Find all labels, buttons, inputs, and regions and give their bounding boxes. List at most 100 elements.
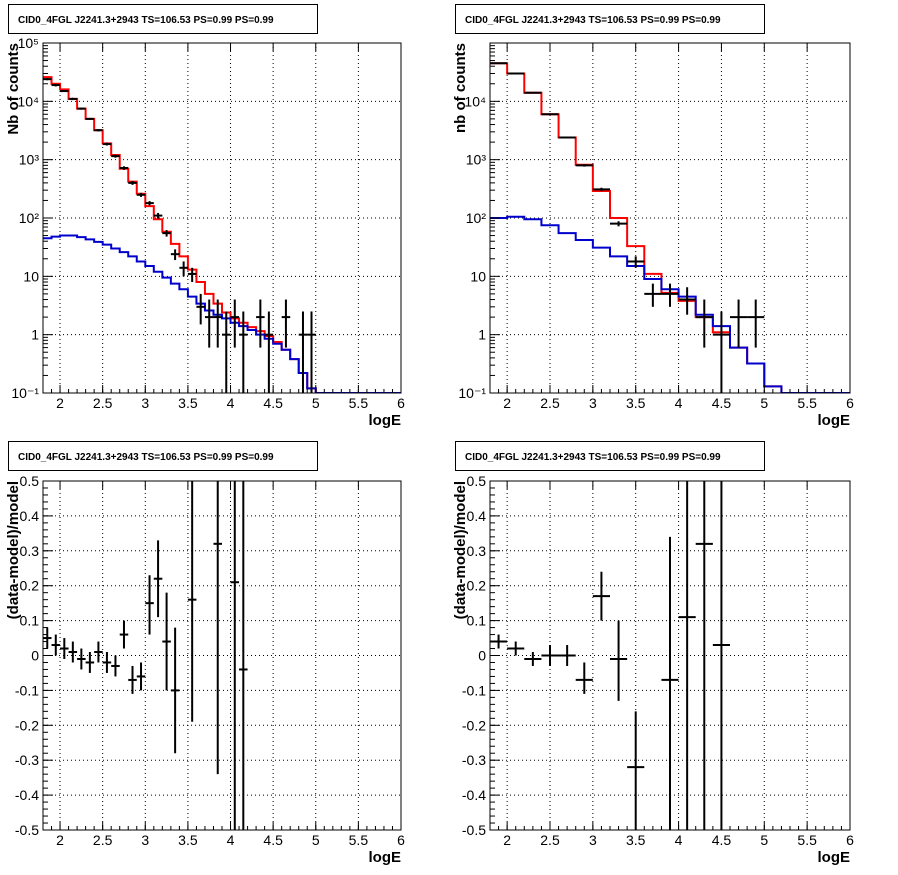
counts-panel-left: 2 2.5 3 3.5 4 4.5 5 5.5 6 10⁻¹ 1 10 10² 10³ 10⁴ 10⁵ logE… — [5, 35, 405, 429]
data-point — [610, 221, 628, 227]
data-point — [558, 645, 576, 666]
data-point — [524, 91, 542, 94]
x-tick-label: 4 — [227, 395, 235, 411]
data-point — [187, 267, 197, 282]
data-point — [541, 645, 559, 666]
y-tick-label: 0.5 — [467, 473, 487, 489]
y-tick-label: 0.1 — [467, 613, 487, 629]
x-tick-label: 4.5 — [263, 832, 283, 848]
title-box-top-left: CID0_4FGL J2241.3+2943 TS=106.53 PS=0.99… — [8, 4, 318, 34]
y-tick-label: 0.2 — [467, 578, 487, 594]
residual-panel-right: 2 2.5 3 3.5 4 4.5 5 5.5 6 -0.5 -0.4 -0.3 -0.2 -0.1 0 0.… — [452, 473, 854, 866]
x-axis-title: logE — [369, 412, 402, 429]
y-tick-label: 10² — [19, 210, 40, 226]
data-point — [678, 287, 696, 315]
data-point — [695, 299, 713, 348]
x-tick-label: 5.5 — [349, 395, 369, 411]
x-tick-label: 6 — [397, 832, 405, 848]
x-axis-title: logE — [818, 849, 851, 866]
y-tick-label: 10 — [23, 268, 39, 284]
data-point — [162, 592, 171, 691]
y-tick-label: -0.3 — [462, 752, 486, 768]
y-tick-label: 10 — [470, 268, 486, 284]
data-point — [644, 283, 662, 307]
y-tick-label: 1 — [31, 327, 39, 343]
background-model-curve — [43, 234, 401, 393]
data-point — [204, 299, 214, 348]
data-point — [43, 78, 52, 81]
data-point — [490, 62, 508, 65]
x-axis-title: logE — [369, 849, 402, 866]
y-tick-label: 0.3 — [467, 543, 487, 559]
y-tick-label: -0.5 — [15, 822, 39, 838]
data-point — [222, 311, 231, 393]
x-tick-label: 2 — [56, 395, 64, 411]
x-tick-label: 3 — [589, 395, 597, 411]
y-tick-label: 1 — [478, 327, 486, 343]
x-tick-label: 2.5 — [540, 395, 560, 411]
data-point — [661, 536, 679, 830]
y-tick-label: 10⁵ — [18, 35, 39, 51]
x-tick-label: 3.5 — [178, 832, 198, 848]
data-point — [264, 311, 274, 393]
data-point — [558, 136, 576, 139]
title-box-bottom-right: CID0_4FGL J2241.3+2943 TS=106.53 PS=0.99… — [455, 441, 765, 471]
data-point — [524, 652, 542, 666]
data-point — [94, 129, 103, 132]
y-tick-label: 10² — [466, 210, 487, 226]
data-point — [68, 97, 78, 101]
x-tick-label: 6 — [397, 395, 405, 411]
data-point — [77, 107, 86, 110]
x-tick-label: 2 — [503, 832, 511, 848]
data-point — [575, 662, 593, 694]
data-point — [712, 311, 730, 393]
x-tick-label: 5 — [760, 832, 768, 848]
data-point — [136, 662, 146, 691]
data-point — [111, 655, 120, 677]
x-tick-label: 4 — [227, 832, 235, 848]
data-point — [128, 665, 137, 694]
y-tick-label: 10⁻¹ — [458, 385, 486, 401]
y-tick-label: -0.2 — [15, 717, 39, 733]
background-model-curve — [490, 215, 850, 393]
y-tick-label: -0.4 — [15, 787, 39, 803]
data-point — [541, 113, 559, 116]
data-point — [712, 481, 730, 830]
title-box-bottom-left: CID0_4FGL J2241.3+2943 TS=106.53 PS=0.99… — [8, 441, 318, 471]
x-tick-label: 4.5 — [712, 395, 732, 411]
x-tick-label: 3 — [589, 832, 597, 848]
data-point — [102, 652, 112, 673]
data-point — [102, 142, 112, 146]
x-tick-label: 2 — [56, 832, 64, 848]
y-tick-label: 0.1 — [20, 613, 40, 629]
y-tick-label: 0 — [478, 648, 486, 664]
x-tick-label: 5.5 — [797, 832, 817, 848]
total-model-curve — [490, 62, 850, 393]
data-point — [119, 620, 129, 649]
y-tick-label: 10³ — [19, 152, 40, 168]
total-model-curve — [43, 76, 401, 393]
x-tick-label: 3 — [141, 395, 149, 411]
y-tick-label: -0.1 — [15, 682, 39, 698]
y-tick-label: 10⁻¹ — [11, 385, 39, 401]
y-tick-label: 0.5 — [20, 473, 40, 489]
x-tick-label: 3.5 — [626, 832, 646, 848]
data-point — [307, 311, 316, 393]
data-point — [145, 201, 154, 206]
y-tick-label: 0.2 — [20, 578, 40, 594]
data-point — [747, 299, 765, 348]
data-point — [119, 166, 129, 170]
data-point — [60, 638, 69, 659]
data-point — [610, 620, 628, 701]
data-point — [213, 481, 222, 775]
x-tick-label: 6 — [846, 832, 854, 848]
data-point — [507, 641, 525, 656]
data-point — [94, 641, 103, 663]
data-point — [51, 634, 61, 656]
data-point — [627, 711, 645, 830]
x-tick-label: 5 — [760, 395, 768, 411]
y-tick-label: -0.2 — [462, 717, 486, 733]
data-point — [230, 481, 240, 830]
data-point — [196, 293, 205, 325]
x-tick-label: 2.5 — [93, 395, 113, 411]
